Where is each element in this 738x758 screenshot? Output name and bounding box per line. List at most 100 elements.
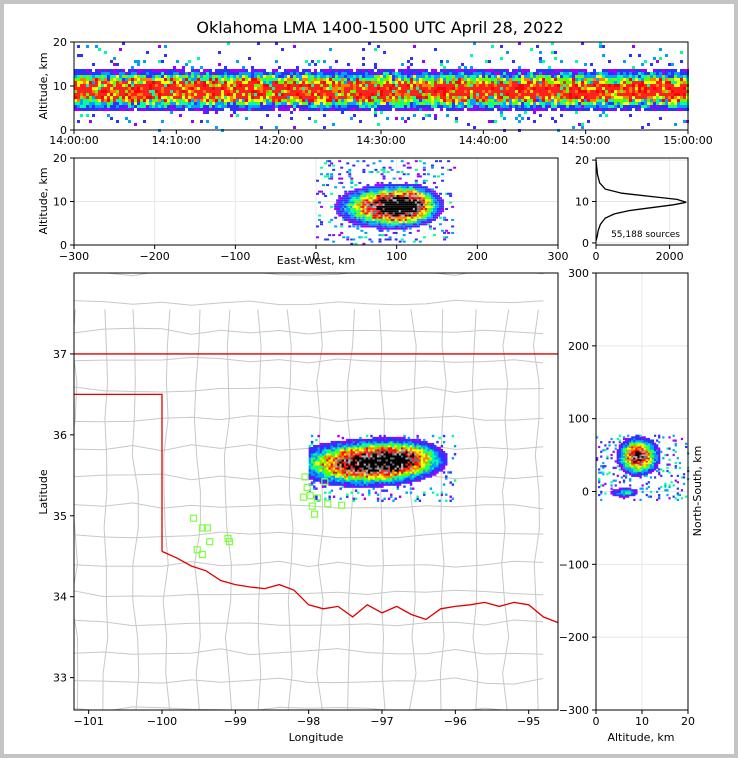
ew-height-cell xyxy=(414,212,418,215)
ew-height-cell xyxy=(350,179,354,182)
time-height-cell xyxy=(632,105,635,108)
time-height-cell xyxy=(299,96,302,99)
time-height-cell xyxy=(326,99,329,102)
time-height-cell xyxy=(590,63,593,66)
ew-height-cell xyxy=(420,223,424,226)
plan-cell xyxy=(315,473,318,476)
time-height-cell xyxy=(128,105,131,108)
ew-height-cell xyxy=(374,168,378,171)
ew-height-cell xyxy=(414,168,418,171)
time-height-cell xyxy=(170,72,173,75)
ew-height-cell xyxy=(364,199,368,202)
plan-cell xyxy=(357,491,360,494)
plan-cell xyxy=(335,449,338,452)
time-height-cell xyxy=(590,78,593,81)
ew-height-cell xyxy=(428,216,432,219)
time-height-cell xyxy=(506,105,509,108)
ew-height-cell xyxy=(360,221,364,224)
time-height-cell xyxy=(479,90,482,93)
ew-height-cell xyxy=(376,171,380,174)
time-height-cell xyxy=(404,120,407,123)
time-height-cell xyxy=(86,84,89,87)
time-height-cell xyxy=(101,93,104,96)
time-height-cell xyxy=(596,96,599,99)
plan-cell xyxy=(315,455,318,458)
time-height-cell xyxy=(245,81,248,84)
plan-cell xyxy=(346,440,349,444)
ew-height-cell xyxy=(434,197,438,200)
time-height-cell xyxy=(218,108,221,111)
time-height-cell xyxy=(170,78,173,81)
time-height-cell xyxy=(146,78,149,81)
ew-height-cell xyxy=(392,208,396,211)
ew-height-cell xyxy=(366,188,370,191)
ew-height-cell xyxy=(426,190,430,193)
ew-height-cell xyxy=(410,184,414,187)
time-height-cell xyxy=(362,108,365,111)
time-height-cell xyxy=(140,84,143,87)
ew-height-cell xyxy=(388,181,392,184)
ew-height-cell xyxy=(370,212,374,215)
time-height-cell xyxy=(656,60,659,63)
time-height-cell xyxy=(617,84,620,87)
time-height-cell xyxy=(125,96,128,99)
time-height-cell xyxy=(236,72,239,75)
ew-height-cell xyxy=(410,186,414,189)
plan-cell xyxy=(332,469,336,472)
time-height-cell xyxy=(404,108,407,111)
ew-height-cell xyxy=(410,216,414,219)
ew-height-cell xyxy=(316,179,319,182)
time-height-cell xyxy=(425,78,428,81)
time-height-cell xyxy=(176,60,179,63)
time-height-cell xyxy=(287,105,290,108)
time-height-cell xyxy=(413,69,416,72)
time-height-cell xyxy=(410,57,413,60)
ew-height-cell xyxy=(340,205,344,208)
time-height-cell xyxy=(668,69,671,72)
plan-cell xyxy=(321,473,325,476)
time-height-cell xyxy=(650,63,653,66)
ew-height-cell xyxy=(402,190,406,193)
time-height-cell xyxy=(536,45,539,48)
ew-height-cell xyxy=(420,214,424,217)
ew-height-cell xyxy=(414,190,418,193)
time-height-cell xyxy=(599,99,602,102)
time-height-cell xyxy=(395,99,398,102)
time-height-cell xyxy=(653,78,656,81)
time-height-cell xyxy=(629,114,632,117)
time-height-cell xyxy=(239,75,242,78)
time-height-cell xyxy=(500,102,503,105)
time-height-cell xyxy=(500,81,503,84)
time-height-cell xyxy=(563,69,566,72)
time-height-cell xyxy=(197,105,200,108)
time-height-cell xyxy=(608,96,611,99)
time-height-cell xyxy=(485,108,488,111)
plan-cell xyxy=(350,479,353,482)
time-height-cell xyxy=(476,69,479,72)
time-height-cell xyxy=(491,120,494,123)
time-height-cell xyxy=(281,108,284,111)
time-height-cell xyxy=(608,72,611,75)
time-height-cell xyxy=(386,102,389,105)
time-height-cell xyxy=(584,93,587,96)
ew-height-cell xyxy=(414,221,418,224)
plan-cell xyxy=(361,473,364,476)
time-height-cell xyxy=(635,96,638,99)
time-height-cell xyxy=(389,105,392,108)
time-height-cell xyxy=(644,93,647,96)
county-line xyxy=(74,648,544,656)
time-height-cell xyxy=(479,72,482,75)
plan-cell xyxy=(357,483,360,486)
time-height-cell xyxy=(575,69,578,72)
time-height-cell xyxy=(488,90,491,93)
ew-height-cell xyxy=(400,208,404,211)
plan-cell xyxy=(308,461,312,464)
ew-height-cell xyxy=(322,184,326,187)
time-height-cell xyxy=(155,69,158,72)
time-height-cell xyxy=(263,93,266,96)
time-height-cell xyxy=(326,78,329,81)
ew-height-cell xyxy=(378,201,382,204)
time-height-cell xyxy=(242,90,245,93)
time-height-cell xyxy=(599,96,602,99)
time-height-cell xyxy=(620,72,623,75)
